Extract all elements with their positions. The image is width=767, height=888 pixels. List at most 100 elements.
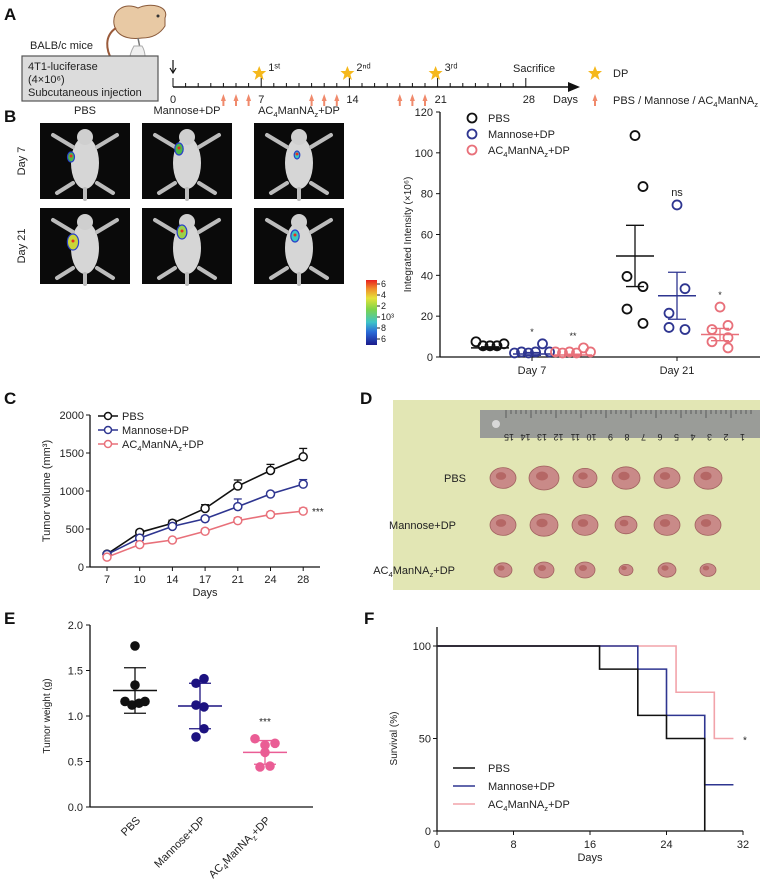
sacrifice-label: Sacrifice [513, 63, 555, 75]
mouse-image [40, 123, 130, 201]
data-point [557, 347, 568, 359]
tumor-vessel [621, 565, 627, 571]
data-point [200, 513, 210, 524]
tumor-vessel [659, 472, 671, 480]
data-point [585, 346, 596, 358]
data-point [167, 521, 178, 532]
data-point [200, 503, 210, 514]
data-point [191, 732, 201, 742]
image-row-label: Day 21 [16, 229, 28, 264]
dose-label: 2ⁿᵈ [356, 62, 370, 74]
data-point [130, 641, 140, 651]
data-point [233, 481, 243, 491]
y-tick-label: 0 [425, 826, 431, 838]
legend-label: PBS [488, 113, 510, 125]
data-point [621, 271, 633, 282]
ruler-number: 13 [537, 432, 547, 442]
data-point [233, 501, 243, 512]
legend-label: AC4ManNAz+DP [122, 439, 204, 453]
legend-marker [103, 425, 113, 435]
data-point [722, 332, 734, 344]
y-axis-label: Integrated Intensity (×10⁶) [403, 177, 414, 293]
colorbar-tick-label: 8 [381, 323, 386, 333]
ruler-number: 9 [608, 432, 613, 442]
image-column-title: Mannose+DP [154, 105, 221, 117]
y-axis-label: Tumor weight (g) [42, 678, 53, 753]
box-line-2: (4×10⁶) [28, 74, 65, 86]
colorbar-tick-label: 4 [381, 290, 386, 300]
timeline-day-label: 28 [523, 94, 535, 106]
row-label: Mannose+DP [389, 520, 456, 532]
mouse-image [142, 123, 232, 201]
y-tick-label: 120 [415, 107, 433, 119]
mouse-body [71, 222, 99, 274]
timeline-day-label: 7 [258, 94, 264, 106]
mouse-head [179, 129, 195, 145]
data-point [102, 552, 112, 562]
legend-marker [466, 128, 478, 140]
x-tick-label: AC4ManNAz+DP [207, 815, 275, 883]
x-tick-label: 7 [104, 574, 110, 586]
y-axis-label: Tumor volume (mm³) [41, 440, 53, 542]
significance-label: ns [671, 187, 683, 199]
tumor-vessel [538, 565, 546, 571]
data-point [706, 324, 718, 335]
arrow-up-icon [592, 94, 598, 106]
legend-label: AC4ManNAz+DP [488, 145, 570, 159]
star-icon [340, 66, 355, 80]
ruler-number: 7 [641, 432, 646, 442]
star-icon [588, 66, 602, 80]
ruler-number: 8 [624, 432, 629, 442]
colorbar-tick-label: 6 [381, 334, 386, 344]
legend-marker [466, 144, 478, 156]
box-line-3: Subcutaneous injection [28, 87, 142, 99]
y-tick-label: 1000 [60, 486, 84, 498]
mouse-limbs [51, 133, 119, 201]
arrow-up-icon [220, 94, 226, 106]
tumor-vessel [619, 519, 629, 527]
data-point [233, 515, 243, 526]
legend-marker [103, 439, 113, 449]
tumor-vessel [618, 471, 630, 481]
chart-tumor-volume: 0 500 1000 1500 2000 7 10 14 17 21 24 28 Days Tumor v… [41, 410, 324, 599]
tumor-vessel [579, 565, 587, 571]
data-point [629, 130, 641, 141]
significance-label: *** [259, 717, 271, 728]
tumor-vessel [577, 519, 589, 527]
data-point [134, 539, 145, 550]
ruler-number: 6 [657, 432, 662, 442]
x-axis-label: Days [192, 587, 218, 599]
significance-label: *** [312, 507, 324, 518]
tumor-vessel [700, 471, 712, 481]
data-point [491, 340, 503, 352]
significance-label: * [743, 736, 747, 747]
panel-label-b: B [4, 107, 16, 126]
arrow-up-icon [233, 94, 239, 106]
y-tick-label: 0 [78, 562, 84, 574]
image-column-title: PBS [74, 105, 96, 117]
colorbar-tick-label: 10³ [381, 312, 394, 322]
tumor-vessel [495, 519, 507, 527]
arrow-up-icon [409, 94, 415, 106]
x-tick-label: PBS [119, 815, 143, 839]
legend-marker [103, 411, 113, 421]
x-tick-label: 28 [297, 574, 309, 586]
data-point [671, 199, 683, 211]
ruler-number: 10 [586, 432, 596, 442]
significance-label: * [530, 327, 534, 337]
x-tick-label: 17 [199, 574, 211, 586]
y-tick-label: 40 [421, 270, 433, 282]
image-row-label: Day 7 [16, 147, 28, 176]
ruler-number: 11 [571, 432, 580, 442]
legend-label: Mannose+DP [488, 129, 555, 141]
data-point [200, 526, 210, 537]
data-point [722, 342, 734, 354]
arrow-up-icon [397, 94, 403, 106]
panel-label-e: E [4, 609, 15, 628]
mouse-body [71, 137, 99, 189]
ruler-number: 3 [707, 432, 712, 442]
y-tick-label: 0.0 [68, 802, 83, 814]
mouse-head [77, 129, 93, 145]
